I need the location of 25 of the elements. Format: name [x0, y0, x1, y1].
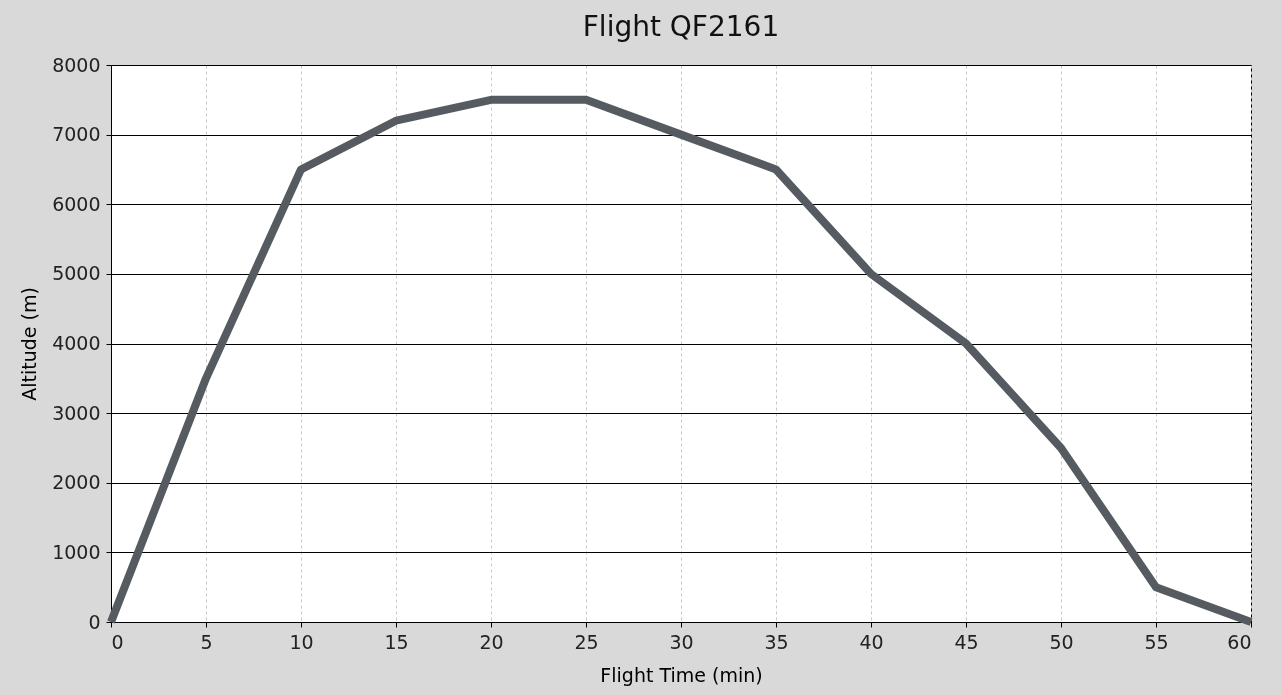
- x-tick-label: 25: [574, 630, 599, 653]
- x-tick-label: 20: [479, 630, 504, 653]
- y-tick-label: 7000: [52, 123, 101, 146]
- x-tick-label: 5: [200, 630, 213, 653]
- y-tick-label: 1000: [52, 540, 101, 563]
- x-tick-label: 30: [669, 630, 694, 653]
- chart-title: Flight QF2161: [582, 10, 780, 43]
- x-tick-label: 10: [289, 630, 314, 653]
- y-tick-label: 3000: [52, 401, 101, 424]
- y-tick-label: 2000: [52, 471, 101, 494]
- x-tick-label: 35: [764, 630, 789, 653]
- y-tick-label: 6000: [52, 192, 101, 215]
- y-tick-label: 4000: [52, 332, 101, 354]
- y-axis-title: Altitude (m): [18, 287, 41, 401]
- x-axis-title: Flight Time (min): [600, 663, 763, 686]
- x-tick-label: 55: [1144, 630, 1169, 653]
- x-tick-label: 60: [1227, 630, 1252, 653]
- x-tick-label: 15: [384, 630, 409, 653]
- x-tick-label: 40: [859, 630, 884, 653]
- x-tick-label: 50: [1049, 630, 1074, 653]
- x-tick-label: 0: [111, 630, 124, 653]
- x-tick-label: 45: [954, 630, 979, 653]
- y-tick-label: 8000: [52, 53, 101, 76]
- y-tick-label: 0: [88, 610, 101, 633]
- y-tick-label: 5000: [52, 262, 101, 285]
